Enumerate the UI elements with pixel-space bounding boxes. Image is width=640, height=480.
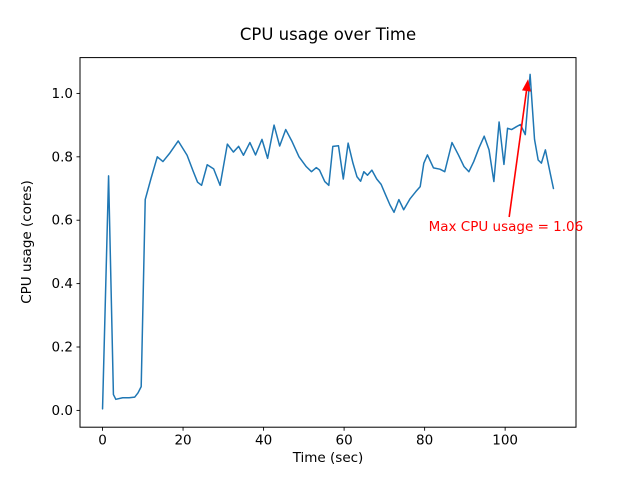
annotation-arrow-head	[522, 79, 531, 92]
y-tick-label: 0.8	[52, 149, 73, 165]
y-axis-label: CPU usage (cores)	[19, 180, 35, 304]
cpu-usage-line	[101, 73, 555, 410]
y-tick-label: 0.0	[52, 403, 73, 419]
x-tick-label: 0	[98, 433, 107, 449]
y-tick-label: 0.2	[52, 340, 73, 356]
y-tick-label: 0.4	[52, 276, 73, 292]
annotation-arrow-line	[508, 90, 528, 218]
y-tick-label: 1.0	[52, 86, 73, 102]
axes-spines	[79, 57, 577, 428]
max-cpu-annotation: Max CPU usage = 1.06	[428, 218, 584, 235]
x-axis-label: Time (sec)	[292, 450, 364, 466]
x-tick-label: 60	[336, 433, 353, 449]
x-tick-label: 100	[492, 433, 518, 449]
x-tick-label: 40	[255, 433, 272, 449]
chart-title: CPU usage over Time	[239, 25, 417, 44]
x-tick-label: 80	[416, 433, 433, 449]
y-tick-label: 0.6	[52, 213, 73, 229]
x-tick-label: 20	[174, 433, 191, 449]
